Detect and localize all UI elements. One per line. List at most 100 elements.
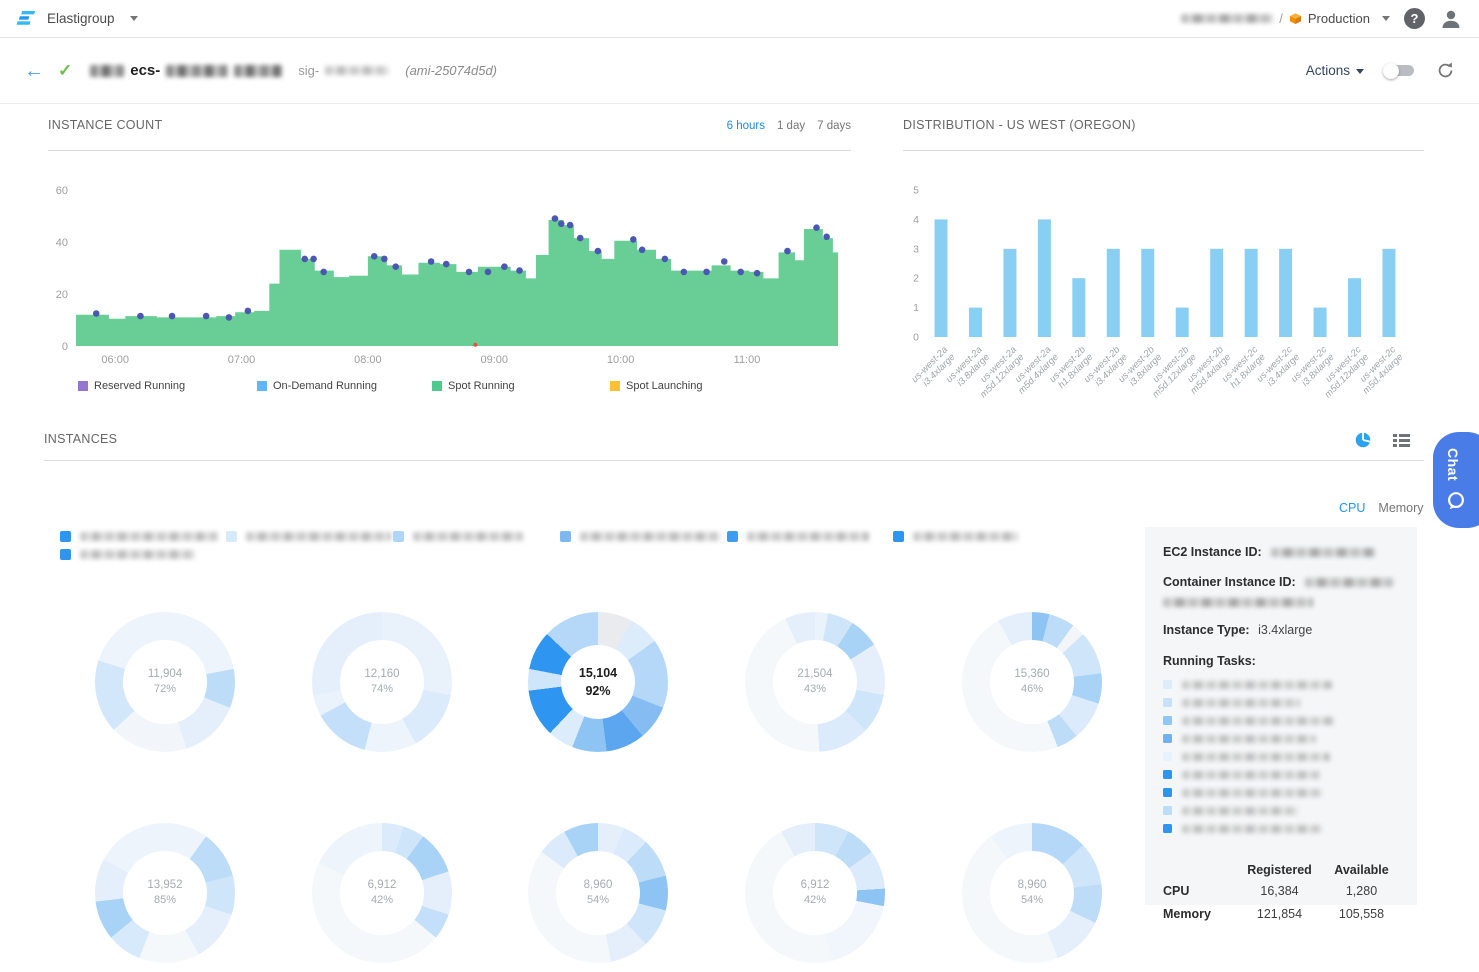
legend-item[interactable]: Reserved Running (78, 380, 185, 392)
instance-count-legend: Reserved Running On-Demand Running Spot Ru… (48, 380, 851, 396)
redacted-text (166, 64, 229, 77)
sig-prefix: sig- (298, 63, 320, 78)
donut-percent: 54% (586, 894, 610, 907)
list-view-icon[interactable] (1393, 433, 1410, 448)
cpu-registered: 16,384 (1260, 884, 1299, 899)
task-color-swatch (1163, 788, 1172, 798)
instance-legend-swatch (560, 531, 571, 542)
svg-text:us-west-2ci3.4xlarge: us-west-2ci3.4xlarge (1254, 344, 1302, 392)
instance-donut[interactable]: 6,912 42% (745, 823, 885, 963)
table-row: CPU 16,384 1,280 (1163, 880, 1399, 903)
product-switcher[interactable]: Elastigroup (16, 8, 138, 30)
svg-text:10:00: 10:00 (607, 354, 635, 366)
donut-value: 21,504 (797, 667, 833, 680)
chevron-down-icon (1382, 16, 1390, 21)
instance-donut[interactable]: 15,360 46% (962, 612, 1102, 752)
instance-count-title: INSTANCE COUNT (48, 118, 163, 132)
legend-item[interactable]: On-Demand Running (257, 380, 377, 392)
task-color-swatch (1163, 824, 1172, 834)
donut-value: 15,104 (578, 665, 618, 680)
instance-donut[interactable]: 12,160 74% (312, 612, 452, 752)
back-arrow-button[interactable]: ← (24, 59, 44, 82)
table-row: Memory 121,854 105,558 (1163, 903, 1399, 926)
user-avatar-icon[interactable] (1439, 7, 1463, 31)
svg-text:us-west-2ai3.4xlarge: us-west-2ai3.4xlarge (909, 344, 957, 392)
instance-legend-item[interactable] (60, 549, 195, 560)
donut-value: 11,904 (147, 667, 183, 680)
running-tasks-label: Running Tasks: (1163, 653, 1256, 668)
svg-text:2: 2 (913, 273, 919, 285)
cpu-available: 1,280 (1345, 884, 1378, 899)
donut-center: 15,104 92% (561, 645, 635, 719)
redacted-text (90, 64, 125, 77)
legend-item[interactable]: Spot Launching (610, 380, 702, 392)
donut-value: 6,912 (800, 878, 830, 891)
task-item (1163, 784, 1399, 802)
redacted-instance-name (80, 532, 218, 541)
redacted-container-id (1305, 578, 1394, 588)
donut-percent: 54% (1020, 894, 1044, 907)
separator: / (1279, 11, 1283, 26)
instance-donut[interactable]: 21,504 43% (745, 612, 885, 752)
svg-text:06:00: 06:00 (101, 354, 129, 366)
instance-count-chart: 0 20 40 60 06:00 07:00 08:00 09:00 10:00 11:00 (48, 151, 851, 421)
tab-cpu[interactable]: CPU (1339, 501, 1366, 515)
toggle-knob (1383, 62, 1399, 79)
instance-legend-item[interactable] (226, 531, 391, 542)
range-7-days[interactable]: 7 days (817, 120, 851, 132)
actions-menu-button[interactable]: Actions (1306, 63, 1364, 78)
healthy-check-icon: ✓ (58, 60, 73, 80)
instance-donut[interactable]: 8,960 54% (528, 823, 668, 963)
instance-legend-item[interactable] (560, 531, 720, 542)
donut-center: 6,912 42% (773, 851, 857, 935)
donut-view-icon[interactable] (1355, 432, 1371, 448)
instance-legend-swatch (893, 531, 904, 542)
redacted-container-id (1163, 598, 1313, 608)
instance-legend-item[interactable] (60, 531, 218, 542)
task-item (1163, 766, 1399, 784)
svg-text:11:00: 11:00 (734, 354, 761, 366)
svg-text:us-west-2bi3.4xlarge: us-west-2bi3.4xlarge (1082, 344, 1130, 392)
svg-text:08:00: 08:00 (354, 354, 382, 366)
instance-donut[interactable]: 11,904 72% (95, 612, 235, 752)
ami-id: (ami-25074d5d) (405, 63, 498, 78)
tab-memory[interactable]: Memory (1378, 501, 1424, 515)
chevron-down-icon (129, 16, 138, 21)
redacted-instance-name (913, 532, 1018, 541)
redacted-instance-name (580, 532, 720, 541)
group-toggle-switch[interactable] (1383, 62, 1414, 79)
help-button[interactable]: ? (1404, 8, 1425, 29)
chat-bubble-icon (1448, 491, 1464, 509)
chat-button[interactable]: Chat (1433, 432, 1479, 528)
instance-donut[interactable]: 15,104 92% (528, 612, 668, 752)
donut-center: 8,960 54% (990, 851, 1074, 935)
instance-type-value: i3.4xlarge (1258, 623, 1313, 638)
instance-donut[interactable]: 8,960 54% (962, 823, 1102, 963)
redacted-account-name (1181, 14, 1274, 23)
instance-legend-item[interactable] (393, 531, 523, 542)
task-item (1163, 694, 1399, 712)
task-item (1163, 748, 1399, 766)
instance-donut[interactable]: 6,912 42% (312, 823, 452, 963)
distribution-title: DISTRIBUTION - US WEST (OREGON) (903, 118, 1136, 132)
refresh-button[interactable] (1436, 61, 1455, 80)
account-environment-selector[interactable]: / Production (1181, 11, 1390, 26)
redacted-text (325, 66, 390, 75)
svg-text:60: 60 (56, 185, 68, 197)
instances-section-header: INSTANCES (44, 430, 1424, 461)
instance-legend-item[interactable] (727, 531, 869, 542)
legend-item[interactable]: Spot Running (432, 380, 515, 392)
instance-donut[interactable]: 13,952 85% (95, 823, 235, 963)
redacted-task-name (1182, 806, 1298, 815)
instance-legend-swatch (393, 531, 404, 542)
svg-text:07:00: 07:00 (228, 354, 256, 366)
range-1-day[interactable]: 1 day (776, 120, 806, 132)
instance-donut-grid: 11,904 72% 12,160 74% 15,104 92% 21,504 43% 15,3… (0, 612, 1140, 972)
range-6-hours[interactable]: 6 hours (726, 120, 765, 132)
metric-tabs: CPU Memory (1339, 501, 1424, 515)
legend-label: On-Demand Running (273, 380, 377, 392)
top-nav: Elastigroup / Production ? (0, 0, 1479, 38)
instance-legend-item[interactable] (893, 531, 1018, 542)
legend-label: Reserved Running (94, 380, 186, 392)
task-item (1163, 712, 1399, 730)
